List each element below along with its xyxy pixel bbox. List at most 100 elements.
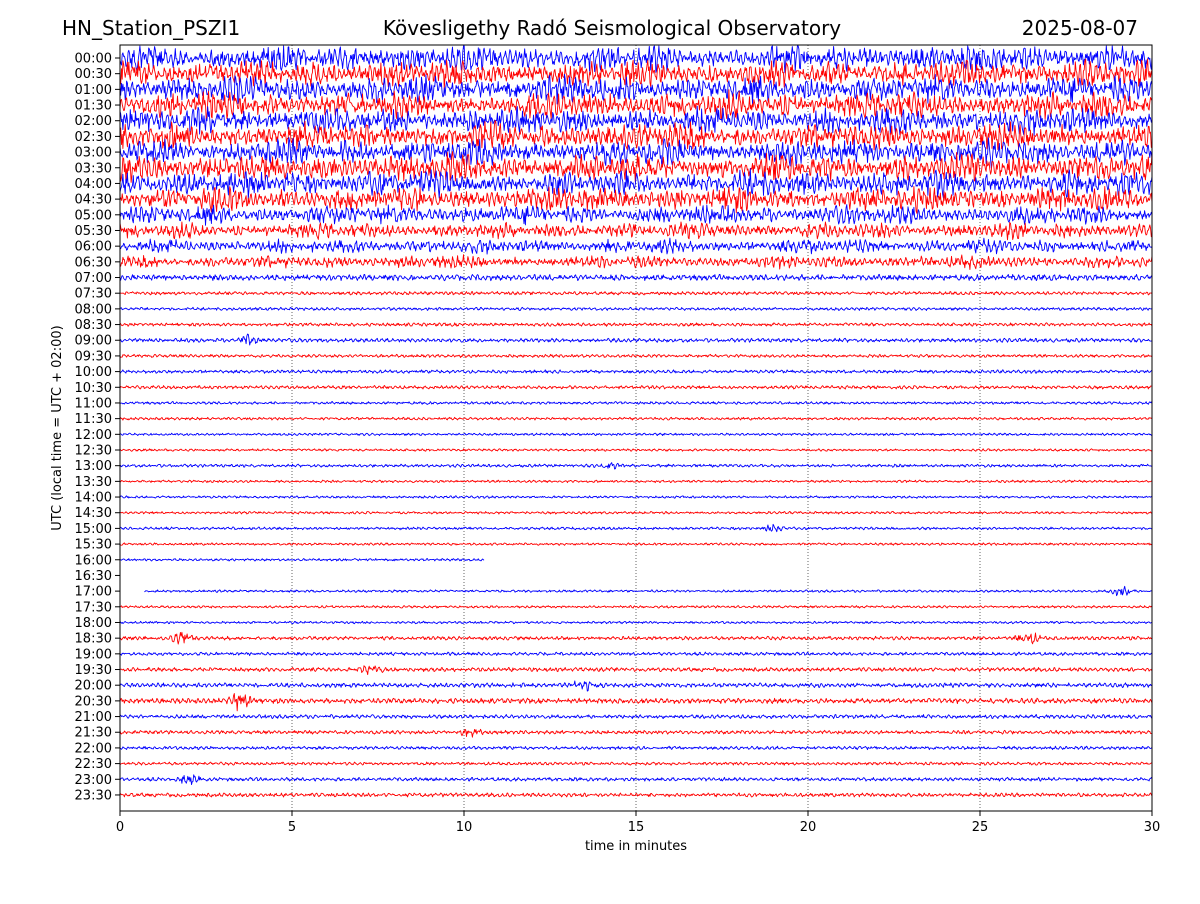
y-tick-label: 08:30 — [75, 318, 112, 333]
y-tick-label: 00:30 — [75, 67, 112, 82]
x-tick-label: 10 — [456, 820, 473, 835]
trace-0800 — [119, 306, 1153, 311]
y-tick-label: 03:30 — [75, 161, 112, 176]
trace-0130 — [119, 89, 1153, 121]
y-tick-label: 03:00 — [75, 146, 112, 161]
trace-1830 — [119, 631, 1153, 645]
y-tick-label: 18:30 — [75, 632, 112, 647]
trace-1000 — [119, 369, 1153, 374]
chart-title: Kövesligethy Radó Seismological Observat… — [383, 16, 841, 40]
y-tick-label: 17:30 — [75, 600, 112, 615]
y-tick-label: 12:30 — [75, 444, 112, 459]
chart-date: 2025-08-07 — [1022, 16, 1138, 40]
y-tick-label: 11:00 — [75, 396, 112, 411]
y-tick-label: 18:00 — [75, 616, 112, 631]
y-tick-label: 19:00 — [75, 647, 112, 662]
trace-1200 — [119, 432, 1153, 437]
y-tick-label: 19:30 — [75, 663, 112, 678]
y-tick-label: 14:30 — [75, 506, 112, 521]
y-tick-label: 22:00 — [75, 741, 112, 756]
y-tick-label: 14:00 — [75, 491, 112, 506]
seismic-traces — [119, 45, 1153, 798]
y-tick-label: 13:00 — [75, 459, 112, 474]
trace-0230 — [119, 119, 1153, 151]
y-tick-label: 07:00 — [75, 271, 112, 286]
trace-0530 — [119, 221, 1153, 241]
trace-1030 — [119, 385, 1152, 390]
trace-1400 — [119, 495, 1153, 499]
trace-2300 — [119, 774, 1153, 786]
y-tick-label: 10:30 — [75, 381, 112, 396]
y-tick-label: 01:00 — [75, 83, 112, 98]
trace-2230 — [119, 761, 1153, 766]
y-tick-label: 05:30 — [75, 224, 112, 239]
trace-1900 — [119, 651, 1153, 657]
x-tick-label: 0 — [116, 820, 124, 835]
vertical-gridlines — [291, 45, 981, 811]
y-tick-label: 23:00 — [75, 773, 112, 788]
trace-0100 — [119, 73, 1153, 105]
trace-2030 — [119, 693, 1153, 712]
x-tick-label: 20 — [800, 820, 817, 835]
y-tick-label: 16:00 — [75, 553, 112, 568]
trace-2000 — [119, 680, 1153, 692]
y-tick-label: 06:30 — [75, 255, 112, 270]
trace-0630 — [119, 254, 1153, 271]
y-tick-label: 07:30 — [75, 287, 112, 302]
y-tick-label: 20:00 — [75, 679, 112, 694]
trace-1700 — [144, 585, 1153, 597]
y-tick-label: 04:30 — [75, 193, 112, 208]
y-tick-label: 01:30 — [75, 99, 112, 114]
trace-0200 — [119, 105, 1153, 136]
trace-1230 — [119, 448, 1153, 452]
y-tick-label: 15:00 — [75, 522, 112, 537]
trace-0000 — [119, 45, 1153, 75]
x-tick-label: 25 — [972, 820, 989, 835]
y-tick-label: 09:00 — [75, 334, 112, 349]
y-tick-label: 11:30 — [75, 412, 112, 427]
trace-1730 — [119, 605, 1153, 609]
y-tick-label: 13:30 — [75, 475, 112, 490]
y-tick-label: 15:30 — [75, 538, 112, 553]
y-tick-label: 22:30 — [75, 757, 112, 772]
x-axis-label: time in minutes — [585, 839, 687, 854]
y-tick-label: 21:30 — [75, 726, 112, 741]
y-tick-label: 21:00 — [75, 710, 112, 725]
y-tick-label: 08:00 — [75, 302, 112, 317]
y-tick-label: 00:00 — [75, 52, 112, 67]
trace-2130 — [119, 728, 1152, 738]
y-tick-label: 02:30 — [75, 130, 112, 145]
trace-0600 — [119, 237, 1153, 255]
trace-0730 — [119, 291, 1153, 296]
y-tick-label: 23:30 — [75, 788, 112, 803]
y-tick-label: 04:00 — [75, 177, 112, 192]
trace-0830 — [119, 322, 1153, 327]
y-tick-label: 12:00 — [75, 428, 112, 443]
trace-0400 — [119, 167, 1153, 200]
y-tick-label: 10:00 — [75, 365, 112, 380]
y-tick-label: 02:00 — [75, 114, 112, 129]
x-tick-label: 15 — [628, 820, 645, 835]
trace-0430 — [119, 186, 1153, 214]
trace-1300 — [119, 462, 1153, 470]
x-tick-label: 30 — [1144, 820, 1161, 835]
trace-1530 — [119, 542, 1153, 546]
trace-2200 — [119, 745, 1153, 751]
trace-0330 — [119, 151, 1153, 183]
y-tick-label: 06:00 — [75, 240, 112, 255]
y-axis-label: UTC (local time = UTC + 02:00) — [50, 325, 65, 530]
trace-2100 — [119, 714, 1153, 720]
trace-1600 — [119, 558, 485, 562]
trace-0300 — [119, 137, 1153, 169]
y-tick-label: 16:30 — [75, 569, 112, 584]
y-tick-label: 09:30 — [75, 349, 112, 364]
trace-0500 — [119, 204, 1153, 226]
y-tick-labels: 00:0000:3001:0001:3002:0002:3003:0003:30… — [75, 52, 120, 803]
y-tick-label: 05:00 — [75, 208, 112, 223]
trace-0030 — [119, 58, 1153, 90]
y-tick-label: 17:00 — [75, 585, 112, 600]
trace-1430 — [120, 511, 1152, 515]
trace-2330 — [119, 792, 1153, 798]
